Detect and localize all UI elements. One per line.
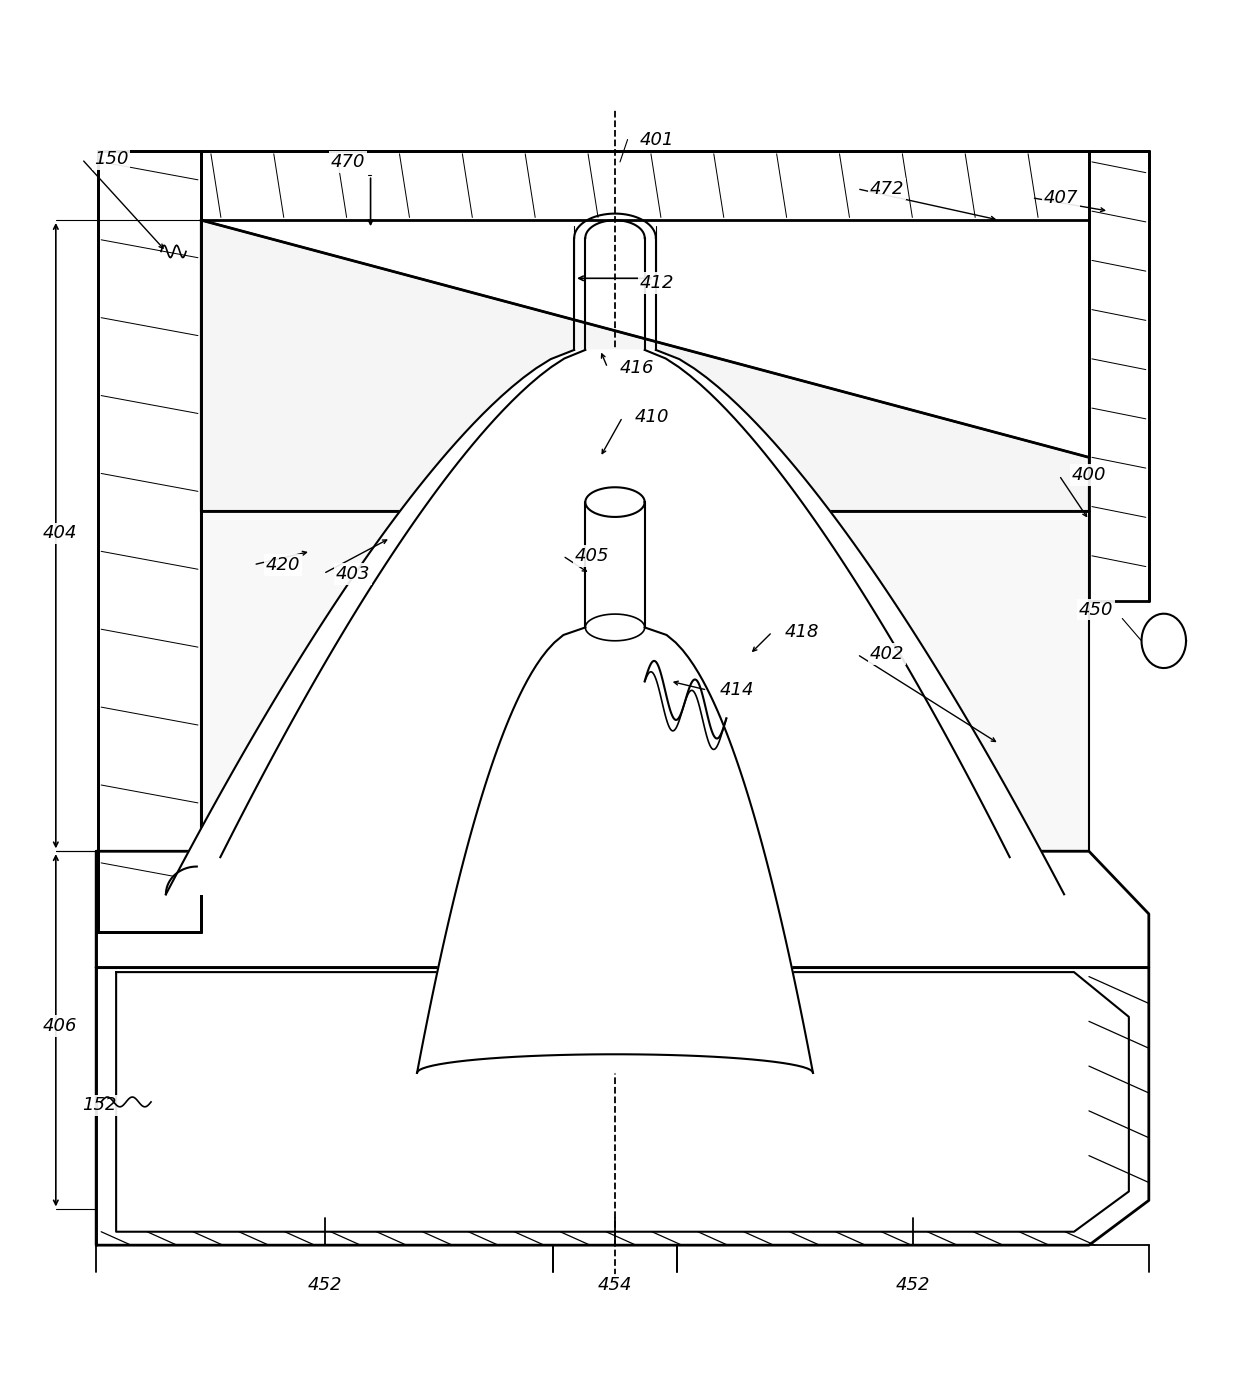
Text: 470: 470 xyxy=(331,153,365,171)
Polygon shape xyxy=(97,851,1148,967)
Polygon shape xyxy=(98,151,201,931)
Text: 472: 472 xyxy=(869,180,904,198)
Text: 452: 452 xyxy=(308,1276,342,1294)
Text: 416: 416 xyxy=(620,359,655,377)
Polygon shape xyxy=(1089,151,1148,601)
Text: 403: 403 xyxy=(336,565,370,583)
Text: 420: 420 xyxy=(265,556,300,574)
Polygon shape xyxy=(166,350,1064,894)
Polygon shape xyxy=(201,220,1089,511)
Text: 412: 412 xyxy=(640,274,675,292)
Text: 402: 402 xyxy=(869,645,904,663)
Text: 405: 405 xyxy=(575,547,610,565)
Text: 418: 418 xyxy=(785,623,820,641)
Text: 404: 404 xyxy=(42,524,77,543)
Polygon shape xyxy=(201,151,1089,220)
Text: 407: 407 xyxy=(1044,189,1079,207)
Text: 406: 406 xyxy=(42,1017,77,1035)
Polygon shape xyxy=(417,627,813,1072)
Text: 452: 452 xyxy=(895,1276,930,1294)
Text: 152: 152 xyxy=(82,1096,117,1114)
Polygon shape xyxy=(201,511,1089,851)
Text: 454: 454 xyxy=(598,1276,632,1294)
Text: 400: 400 xyxy=(1071,466,1106,484)
Text: 150: 150 xyxy=(94,151,129,169)
Text: 401: 401 xyxy=(640,130,675,148)
Text: 414: 414 xyxy=(719,681,754,699)
Text: 450: 450 xyxy=(1079,601,1114,619)
Polygon shape xyxy=(97,967,1148,1245)
Text: 410: 410 xyxy=(635,408,670,426)
